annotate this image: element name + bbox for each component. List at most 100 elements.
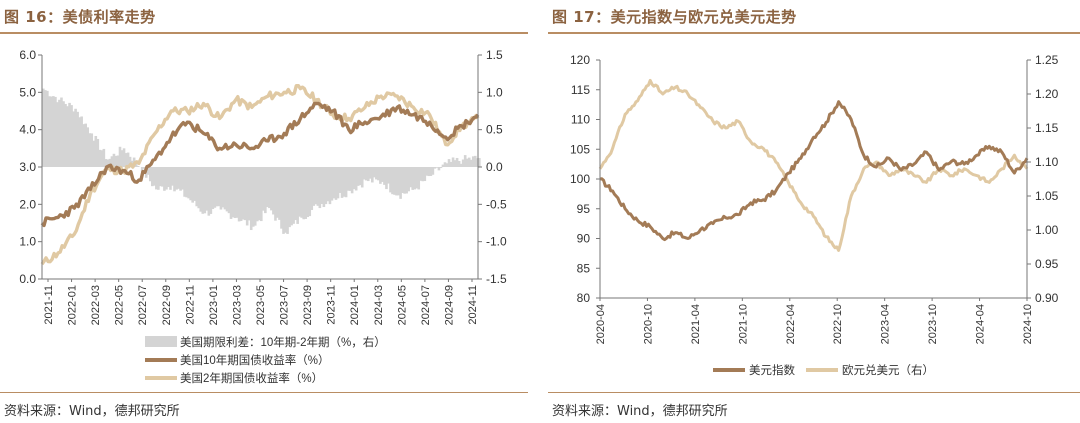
spread-bar: [136, 166, 140, 167]
spread-bar: [348, 167, 352, 191]
spread-bar: [237, 167, 241, 222]
spread-bar: [324, 167, 328, 205]
spread-bar: [153, 167, 156, 186]
legend-label: 美国2年期国债收益率（%）: [180, 371, 323, 385]
spread-bar: [300, 167, 303, 218]
spread-bar: [82, 124, 85, 167]
spread-bar: [437, 167, 441, 171]
spread-bar: [165, 167, 168, 190]
spread-bar: [104, 159, 108, 167]
spread-bar: [447, 159, 451, 167]
spread-bar: [249, 167, 253, 231]
spread-bar: [148, 167, 152, 182]
spread-bar: [183, 167, 186, 197]
spread-bar: [255, 167, 259, 222]
spread-bar: [346, 167, 350, 191]
spread-bar: [455, 157, 459, 167]
spread-bar: [235, 167, 239, 218]
spread-bar: [185, 167, 188, 198]
spread-bar: [223, 167, 227, 210]
spread-bar: [441, 164, 445, 167]
x-tick-label: 2024-10: [1022, 304, 1034, 344]
spread-bar: [146, 167, 150, 175]
spread-bar: [312, 167, 316, 206]
figure-16-panel: 图 16：美债利率走势 0.0 1.0 2.0 3.0 4.0 5.0 6.0 -1.5 -1.…: [0, 0, 528, 423]
spread-bar: [270, 167, 273, 211]
x-tick-label: 2024-11: [467, 285, 479, 325]
spread-bar: [405, 167, 408, 194]
spread-bar: [304, 167, 308, 219]
spread-bar: [251, 167, 255, 227]
spread-bar: [215, 167, 219, 207]
x-tick-label: 2020-04: [595, 304, 607, 344]
spread-bar: [429, 167, 433, 176]
x-tick-label: 2021-04: [690, 304, 702, 344]
x-tick-label: 2024-04: [975, 304, 987, 344]
spread-bar: [471, 156, 475, 167]
spread-bar: [282, 167, 285, 234]
spread-bar: [328, 167, 332, 205]
spread-bar: [338, 167, 342, 193]
spread-bar: [475, 158, 479, 167]
spread-bar: [290, 167, 293, 226]
spread-bar: [314, 167, 318, 205]
dollar-index-chart: 80 85 90 95 100 105 110 115 120 0.90 0.95 1.00 1.05 1…: [570, 53, 1059, 377]
spread-bar: [155, 167, 158, 190]
spread-bar: [98, 149, 102, 167]
spread-bar: [268, 167, 271, 209]
yield-line: [40, 101, 480, 228]
y-tick-label: 1.0: [19, 235, 36, 249]
x-tick-label: 2023-05: [255, 285, 267, 325]
spread-bar: [112, 153, 116, 167]
spread-bar: [209, 167, 213, 214]
spread-bar: [423, 167, 427, 182]
y-tick-label: 90: [577, 232, 591, 246]
spread-bar: [175, 167, 178, 190]
spread-bar: [62, 101, 65, 167]
spread-bar: [371, 167, 374, 183]
spread-bar: [350, 167, 354, 194]
x-tick-label: 2021-10: [737, 304, 749, 344]
spread-bar: [459, 163, 463, 167]
spread-bar: [167, 167, 170, 188]
x-tick-label: 2022-09: [161, 285, 173, 325]
spread-bar: [407, 167, 410, 192]
spread-bar: [332, 167, 336, 199]
spread-bar: [326, 167, 330, 202]
spread-bar: [199, 167, 203, 212]
spread-bar: [54, 96, 57, 167]
spread-bar: [308, 167, 312, 217]
spread-bar: [219, 167, 223, 210]
spread-bar: [157, 167, 160, 190]
index-line: [598, 78, 1029, 252]
spread-bar: [48, 96, 51, 167]
treasury-yield-chart: 0.0 1.0 2.0 3.0 4.0 5.0 6.0 -1.5 -1.0 -0.5 0.0 0.5 1…: [19, 48, 507, 385]
spread-bar: [298, 167, 301, 217]
spread-bar: [179, 167, 182, 191]
spread-bar: [92, 140, 96, 167]
spread-bar: [86, 127, 90, 167]
spread-bar: [457, 161, 461, 167]
x-tick-label: 2022-11: [184, 285, 196, 325]
spread-bar: [478, 158, 481, 167]
spread-bar: [70, 105, 73, 167]
spread-bar: [94, 135, 98, 167]
legend-label: 美国10年期国债收益率（%）: [180, 353, 330, 367]
spread-bar: [171, 167, 174, 186]
spread-bar: [439, 167, 443, 169]
spread-bar: [118, 146, 122, 167]
y2-tick-label: 1.00: [1035, 223, 1059, 237]
spread-bar: [52, 96, 55, 167]
spread-bar: [260, 167, 263, 222]
legend-label: 欧元兑美元（右）: [842, 363, 934, 377]
y-tick-label: 3.0: [19, 160, 36, 174]
spread-bar: [96, 138, 100, 167]
y2-tick-label: -1.5: [486, 272, 507, 286]
spread-bar: [163, 167, 166, 191]
spread-bar: [296, 167, 299, 224]
spread-bar: [465, 158, 469, 167]
spread-bar: [369, 167, 372, 179]
spread-bar: [233, 167, 237, 219]
spread-bar: [207, 167, 211, 216]
spread-bar: [401, 167, 404, 193]
